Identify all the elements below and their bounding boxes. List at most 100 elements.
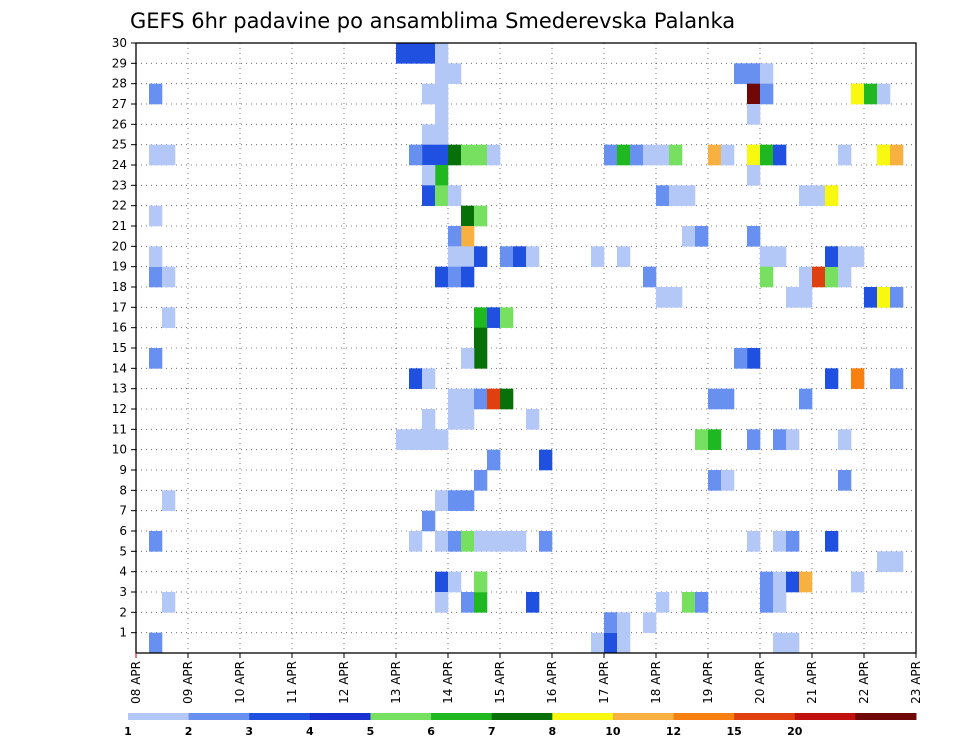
heatmap-cell <box>721 144 735 166</box>
legend-swatch <box>491 713 553 720</box>
heatmap-cell <box>448 490 462 511</box>
heatmap-cell <box>760 266 774 288</box>
heatmap-cell <box>474 144 488 166</box>
heatmap-cell <box>474 592 488 613</box>
heatmap-cell <box>422 368 436 389</box>
heatmap-cell <box>747 63 761 84</box>
heatmap-cell <box>864 83 878 105</box>
heatmap-cell <box>526 246 540 267</box>
heatmap-cell <box>825 185 839 206</box>
x-axis: 08 APR 09 APR 10 APR 11 APR 12 APR 13 APR 14 A… <box>129 653 923 704</box>
y-tick-label: 29 <box>112 56 127 70</box>
heatmap-cell <box>851 571 865 593</box>
y-tick-label: 26 <box>112 117 127 131</box>
x-tick-label: 11 APR <box>285 661 299 704</box>
heatmap-cell <box>760 144 774 166</box>
heatmap-cell <box>656 185 670 206</box>
heatmap-cell <box>474 307 488 328</box>
heatmap-cell <box>695 429 709 450</box>
heatmap-cell <box>877 551 891 572</box>
x-tick-label: 15 APR <box>493 661 507 704</box>
heatmap-cell <box>435 531 449 552</box>
legend-label: 10 <box>605 725 621 738</box>
heatmap-cell <box>760 592 774 613</box>
x-tick-label: 19 APR <box>701 661 715 704</box>
heatmap-cell <box>643 612 657 633</box>
heatmap-cell <box>422 185 436 206</box>
heatmap-cell <box>734 63 748 84</box>
y-tick-label: 15 <box>112 341 127 355</box>
heatmap-cell <box>708 429 722 450</box>
heatmap-cell <box>708 388 722 410</box>
heatmap-cells <box>149 43 904 654</box>
heatmap-cell <box>799 388 813 410</box>
heatmap-cell <box>838 429 852 450</box>
legend-label: 15 <box>726 725 741 738</box>
heatmap-cell <box>500 531 514 552</box>
heatmap-cell <box>747 429 761 450</box>
heatmap-cell <box>591 632 605 654</box>
legend-label: 4 <box>306 725 314 738</box>
heatmap-cell <box>162 490 176 511</box>
heatmap-cell <box>435 83 449 105</box>
legend-swatch <box>431 713 493 720</box>
heatmap-cell <box>864 287 878 308</box>
heatmap-cell <box>474 470 488 491</box>
x-tick-label: 08 APR <box>129 661 143 704</box>
heatmap-cell <box>786 429 800 450</box>
legend-swatch <box>552 713 614 720</box>
y-tick-label: 25 <box>112 138 127 152</box>
heatmap-cell <box>760 63 774 84</box>
heatmap-cell <box>721 388 735 410</box>
heatmap-cell <box>461 531 475 552</box>
y-tick-label: 27 <box>112 97 127 111</box>
heatmap-cell <box>539 449 553 471</box>
heatmap-cell <box>760 571 774 593</box>
heatmap-cell <box>838 470 852 491</box>
x-tick-label: 10 APR <box>233 661 247 704</box>
heatmap-cell <box>708 470 722 491</box>
y-tick-label: 3 <box>119 585 127 599</box>
legend-swatch <box>370 713 432 720</box>
heatmap-cell <box>500 307 514 328</box>
heatmap-cell <box>474 327 488 349</box>
legend: 1 2 3 4 5 6 7 8 10 12 15 20 <box>124 713 917 738</box>
heatmap-cell <box>838 144 852 166</box>
heatmap-cell <box>734 348 748 369</box>
heatmap-cell <box>474 348 488 369</box>
heatmap-cell <box>487 144 501 166</box>
heatmap-cell <box>513 531 527 552</box>
heatmap-cell <box>448 63 462 84</box>
x-tick-label: 23 APR <box>909 661 923 704</box>
heatmap-cell <box>435 266 449 288</box>
heatmap-cell <box>617 246 631 267</box>
y-tick-label: 5 <box>119 544 127 558</box>
y-tick-label: 1 <box>119 626 127 640</box>
y-tick-label: 13 <box>112 382 127 396</box>
y-tick-label: 16 <box>112 321 127 335</box>
heatmap-cell <box>396 429 410 450</box>
heatmap-cell <box>643 266 657 288</box>
legend-swatch <box>673 713 735 720</box>
legend-label: 5 <box>367 725 375 738</box>
y-tick-label: 21 <box>112 219 127 233</box>
y-tick-label: 4 <box>119 565 127 579</box>
heatmap-cell <box>422 83 436 105</box>
heatmap-cell <box>747 531 761 552</box>
heatmap-cell <box>435 63 449 84</box>
heatmap-cell <box>747 104 761 125</box>
heatmap-cell <box>669 144 683 166</box>
legend-swatch <box>188 713 250 720</box>
heatmap-cell <box>461 246 475 267</box>
heatmap-cell <box>409 144 423 166</box>
heatmap-cell <box>747 144 761 166</box>
y-tick-label: 9 <box>119 463 127 477</box>
heatmap-cell <box>825 368 839 389</box>
heatmap-cell <box>500 246 514 267</box>
y-axis: 1234567891011121314151617181920212223242… <box>112 36 136 640</box>
heatmap-cell <box>591 246 605 267</box>
heatmap-cell <box>760 246 774 267</box>
legend-swatch <box>128 713 190 720</box>
heatmap-cell <box>682 185 696 206</box>
heatmap-cell <box>825 531 839 552</box>
